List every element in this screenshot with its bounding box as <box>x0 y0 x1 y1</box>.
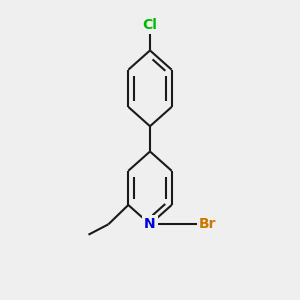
Text: Br: Br <box>199 217 217 231</box>
Text: Cl: Cl <box>142 18 158 32</box>
Text: N: N <box>144 217 156 231</box>
